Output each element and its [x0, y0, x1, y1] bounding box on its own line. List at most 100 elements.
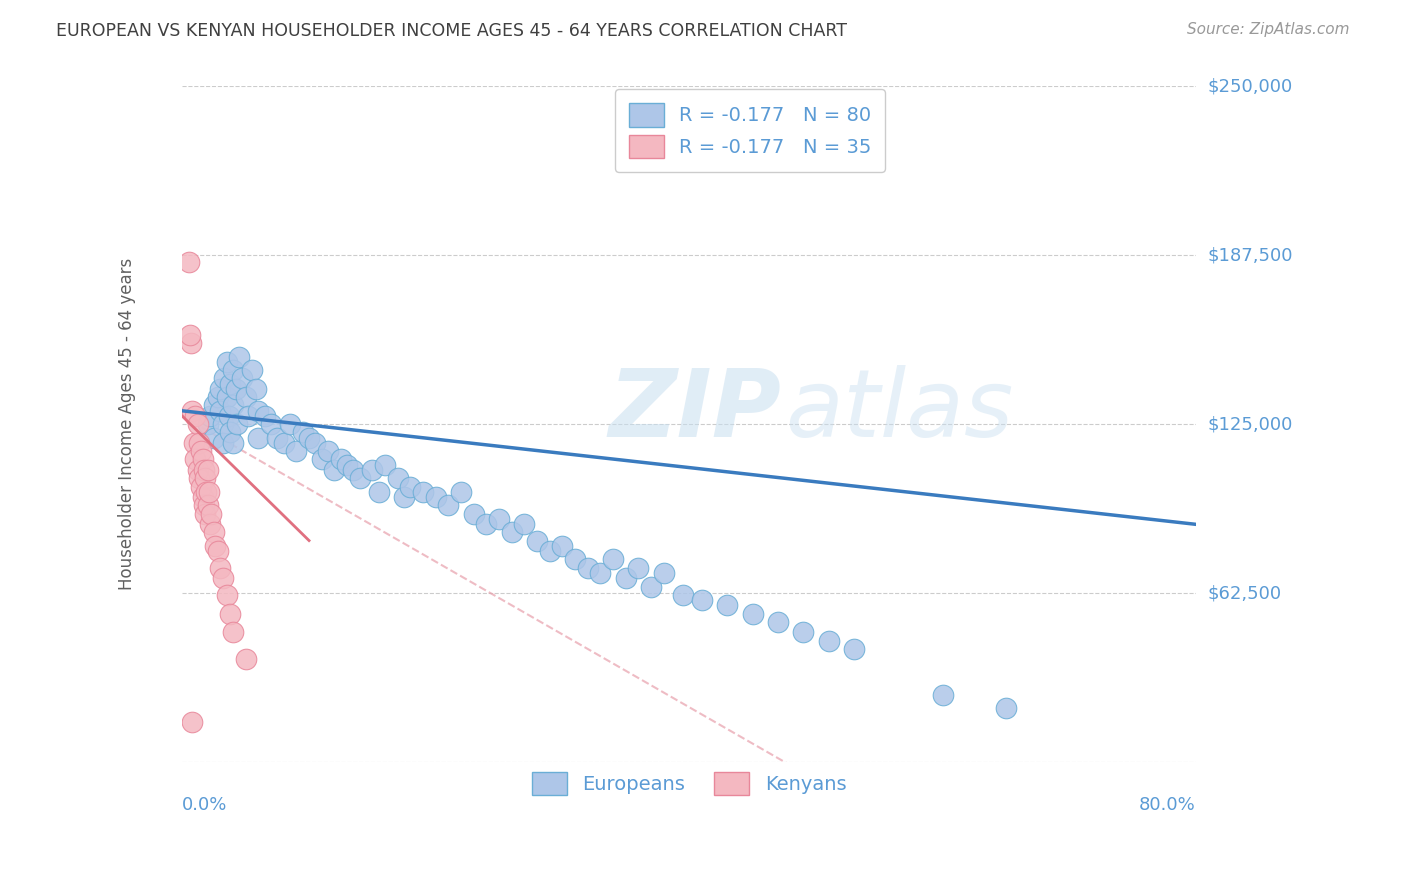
Point — [200, 507, 222, 521]
Point — [184, 452, 207, 467]
Text: 80.0%: 80.0% — [1139, 796, 1197, 814]
Text: $125,000: $125,000 — [1208, 416, 1292, 434]
Point — [191, 452, 214, 467]
Point — [190, 479, 212, 493]
Text: $62,500: $62,500 — [1208, 584, 1281, 602]
Point — [219, 376, 242, 391]
Point — [323, 463, 346, 477]
Point — [367, 484, 389, 499]
Point — [193, 499, 215, 513]
Point — [207, 544, 229, 558]
Point — [193, 463, 215, 477]
Point — [576, 560, 599, 574]
Point — [690, 593, 713, 607]
Point — [215, 355, 238, 369]
Point — [931, 688, 953, 702]
Point — [349, 471, 371, 485]
Point — [200, 409, 222, 424]
Legend: Europeans, Kenyans: Europeans, Kenyans — [524, 764, 855, 803]
Text: $250,000: $250,000 — [1208, 78, 1292, 95]
Point — [219, 607, 242, 621]
Point — [222, 625, 245, 640]
Point — [197, 499, 219, 513]
Point — [197, 417, 219, 432]
Point — [425, 491, 447, 505]
Point — [235, 652, 257, 666]
Point — [501, 525, 523, 540]
Point — [202, 525, 225, 540]
Text: EUROPEAN VS KENYAN HOUSEHOLDER INCOME AGES 45 - 64 YEARS CORRELATION CHART: EUROPEAN VS KENYAN HOUSEHOLDER INCOME AG… — [56, 22, 848, 40]
Point — [387, 471, 409, 485]
Point — [551, 539, 574, 553]
Point — [180, 336, 202, 351]
Point — [298, 431, 321, 445]
Text: $187,500: $187,500 — [1208, 246, 1292, 264]
Text: atlas: atlas — [786, 366, 1014, 457]
Point — [361, 463, 384, 477]
Point — [212, 436, 235, 450]
Point — [222, 398, 245, 412]
Point — [225, 417, 247, 432]
Point — [564, 552, 586, 566]
Point — [260, 417, 283, 432]
Point — [450, 484, 472, 499]
Point — [766, 615, 789, 629]
Point — [194, 471, 217, 485]
Point — [817, 633, 839, 648]
Text: 0.0%: 0.0% — [183, 796, 228, 814]
Point — [672, 588, 695, 602]
Point — [437, 499, 460, 513]
Point — [195, 484, 218, 499]
Point — [253, 409, 276, 424]
Point — [412, 484, 434, 499]
Point — [228, 350, 250, 364]
Point — [652, 566, 675, 580]
Point — [513, 517, 536, 532]
Point — [187, 471, 209, 485]
Point — [475, 517, 498, 532]
Point — [202, 431, 225, 445]
Point — [716, 599, 738, 613]
Point — [209, 404, 232, 418]
Point — [235, 390, 257, 404]
Point — [273, 436, 295, 450]
Point — [399, 479, 422, 493]
Point — [177, 255, 200, 269]
Point — [191, 491, 214, 505]
Point — [240, 363, 263, 377]
Point — [179, 328, 201, 343]
Point — [207, 390, 229, 404]
Point — [336, 458, 359, 472]
Point — [266, 431, 288, 445]
Point — [304, 436, 326, 450]
Point — [291, 425, 314, 440]
Point — [311, 452, 333, 467]
Point — [614, 571, 637, 585]
Point — [197, 463, 219, 477]
Point — [209, 560, 232, 574]
Point — [225, 382, 247, 396]
Point — [184, 409, 207, 424]
Point — [209, 382, 232, 396]
Point — [204, 539, 226, 553]
Point — [231, 371, 253, 385]
Point — [488, 512, 510, 526]
Point — [589, 566, 612, 580]
Point — [994, 701, 1017, 715]
Point — [187, 436, 209, 450]
Point — [285, 444, 308, 458]
Point — [316, 444, 339, 458]
Point — [187, 463, 209, 477]
Point — [245, 382, 267, 396]
Point — [222, 363, 245, 377]
Point — [342, 463, 364, 477]
Point — [183, 436, 205, 450]
Point — [194, 507, 217, 521]
Point — [219, 425, 242, 440]
Point — [198, 484, 221, 499]
Point — [215, 390, 238, 404]
Point — [602, 552, 624, 566]
Point — [218, 409, 240, 424]
Point — [212, 571, 235, 585]
Point — [627, 560, 650, 574]
